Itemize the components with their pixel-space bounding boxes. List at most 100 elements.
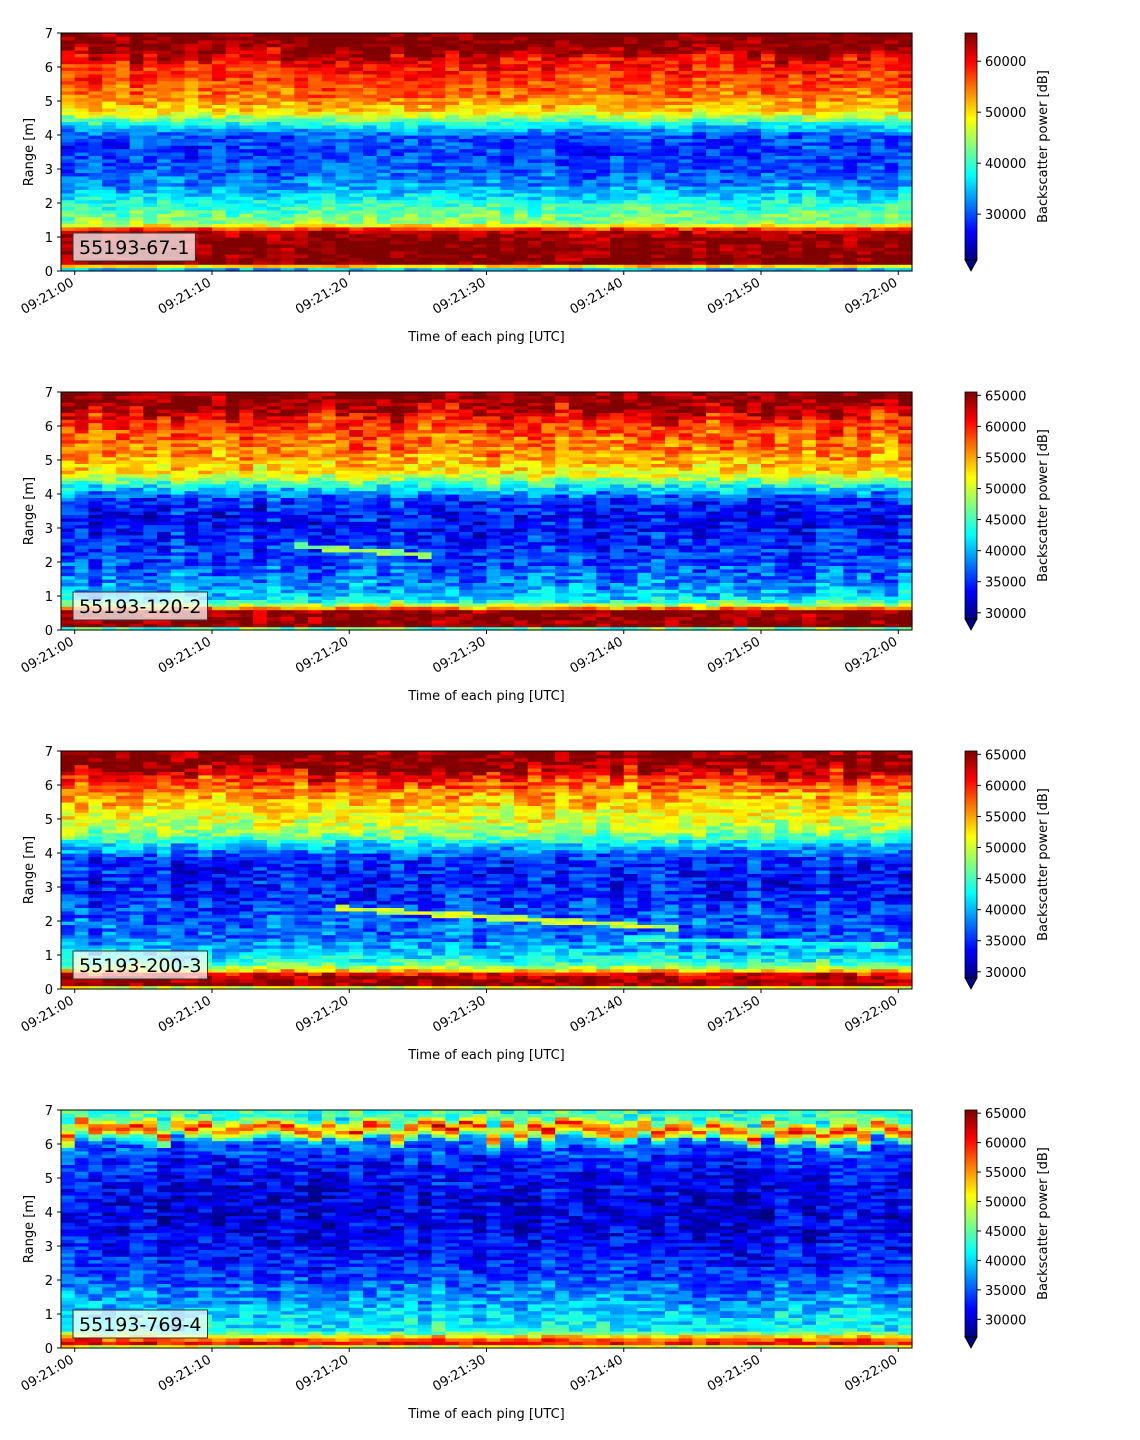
heatmap-cell (637, 234, 651, 238)
heatmap-cell (294, 264, 308, 268)
heatmap-cell (528, 210, 542, 214)
heatmap-cell (281, 183, 295, 187)
heatmap-cell (569, 132, 583, 136)
heatmap-cell (871, 244, 885, 248)
heatmap-cell (802, 264, 816, 268)
heatmap-cell (432, 193, 446, 197)
heatmap-cell (253, 200, 267, 204)
heatmap-cell (445, 149, 459, 153)
heatmap-cell (185, 33, 199, 37)
heatmap-cell (212, 149, 226, 153)
heatmap-cell (130, 436, 144, 440)
heatmap-cell (390, 217, 404, 221)
heatmap-cell (130, 487, 144, 491)
heatmap-cell (802, 149, 816, 153)
x-tick-label: 09:21:50 (705, 275, 763, 317)
heatmap-cell (404, 183, 418, 187)
heatmap-cell (75, 217, 89, 221)
heatmap-cell (157, 227, 171, 231)
heatmap-cell (294, 210, 308, 214)
heatmap-cell (706, 149, 720, 153)
heatmap-cell (116, 142, 130, 146)
heatmap-cell (308, 166, 322, 170)
heatmap-cell (528, 200, 542, 204)
heatmap-cell (336, 33, 350, 37)
heatmap-cell (198, 210, 212, 214)
heatmap-cell (898, 193, 912, 197)
heatmap-cell (651, 193, 665, 197)
heatmap-cell (775, 210, 789, 214)
heatmap-cell (294, 176, 308, 180)
heatmap-cell (459, 227, 473, 231)
heatmap-cell (363, 193, 377, 197)
heatmap-cell (61, 132, 75, 136)
heatmap-cell (843, 227, 857, 231)
heatmap-cell (143, 419, 157, 423)
heatmap-cell (788, 183, 802, 187)
heatmap-cell (267, 200, 281, 204)
heatmap-cell (528, 264, 542, 268)
heatmap-cell (596, 234, 610, 238)
heatmap-cell (349, 149, 363, 153)
heatmap-cell (720, 193, 734, 197)
heatmap-cell (226, 264, 240, 268)
heatmap-cell (487, 193, 501, 197)
heatmap-cell (239, 244, 253, 248)
heatmap-cell (898, 142, 912, 146)
heatmap-cell (637, 217, 651, 221)
heatmap-cell (528, 234, 542, 238)
heatmap-cell (679, 33, 693, 37)
heatmap-cell (830, 33, 844, 37)
heatmap-cell (637, 33, 651, 37)
heatmap-cell (390, 234, 404, 238)
heatmap-cell (706, 234, 720, 238)
heatmap-cell (816, 166, 830, 170)
heatmap-cell (473, 234, 487, 238)
colorbar-label: Backscatter power [dB] (1036, 70, 1051, 223)
heatmap-cell (569, 183, 583, 187)
heatmap-cell (610, 227, 624, 231)
heatmap-cell (747, 234, 761, 238)
heatmap-cell (665, 227, 679, 231)
heatmap-cell (102, 419, 116, 423)
heatmap-cell (253, 142, 267, 146)
heatmap-cell (336, 149, 350, 153)
heatmap-cell (102, 453, 116, 457)
heatmap-cell (734, 217, 748, 221)
heatmap-cell (212, 244, 226, 248)
heatmap-cell (61, 176, 75, 180)
heatmap-cell (487, 149, 501, 153)
heatmap-cell (459, 210, 473, 214)
heatmap-cell (473, 244, 487, 248)
heatmap-cell (885, 234, 899, 238)
heatmap-cell (487, 183, 501, 187)
heatmap-cell (432, 251, 446, 255)
heatmap-cell (377, 166, 391, 170)
heatmap-cell (651, 234, 665, 238)
heatmap-cell (734, 227, 748, 231)
heatmap-cell (363, 142, 377, 146)
heatmap-cell (596, 183, 610, 187)
heatmap-cell (88, 436, 102, 440)
heatmap-cell (239, 251, 253, 255)
heatmap-cell (500, 33, 514, 37)
heatmap-cell (198, 217, 212, 221)
heatmap-cell (624, 234, 638, 238)
heatmap-cell (157, 264, 171, 268)
heatmap-cell (569, 142, 583, 146)
heatmap-cell (802, 210, 816, 214)
heatmap-cell (130, 470, 144, 474)
heatmap-cell (802, 142, 816, 146)
heatmap-cell (226, 159, 240, 163)
heatmap-cell (226, 176, 240, 180)
heatmap-cell (281, 264, 295, 268)
heatmap-cell (432, 234, 446, 238)
heatmap-cell (788, 234, 802, 238)
heatmap-cell (349, 183, 363, 187)
heatmap-cell (349, 33, 363, 37)
heatmap-cell (692, 227, 706, 231)
heatmap-cell (61, 183, 75, 187)
heatmap-cell (294, 193, 308, 197)
heatmap-cell (679, 234, 693, 238)
